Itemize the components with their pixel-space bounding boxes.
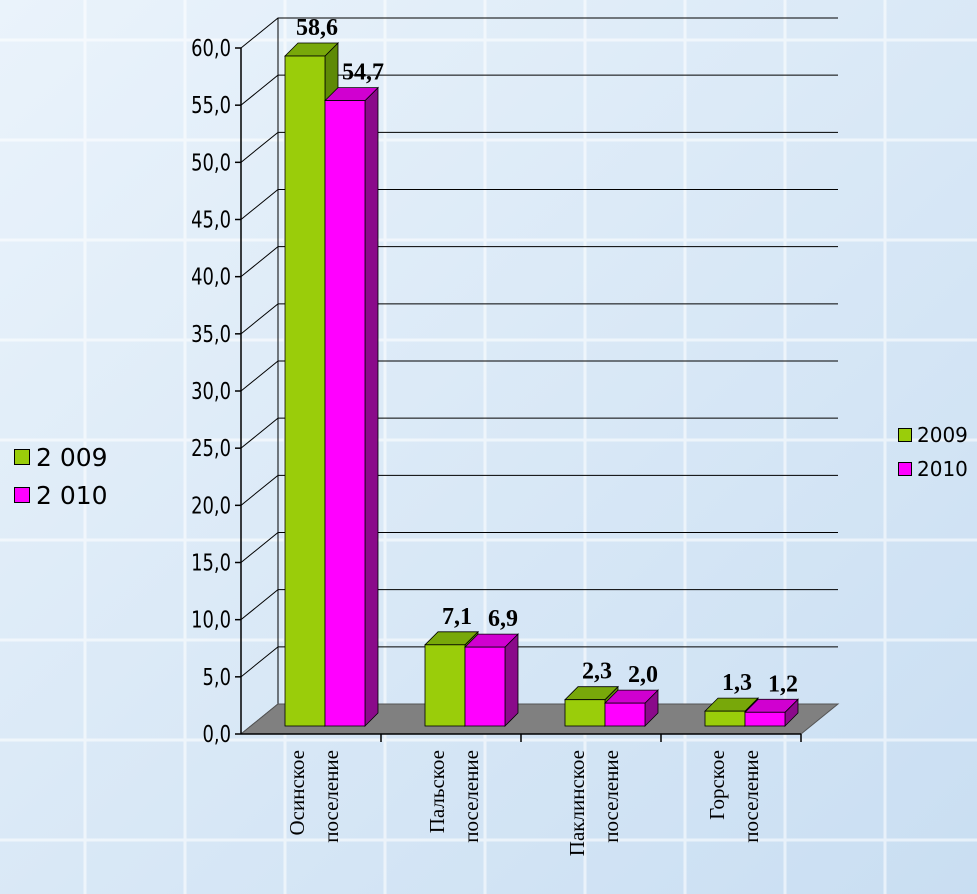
category-label: поселение xyxy=(319,750,343,843)
legend-swatch-2009 xyxy=(14,449,30,465)
y-tick-label: 40,0 xyxy=(191,263,231,290)
category-label: поселение xyxy=(599,750,623,843)
y-tick-label: 15,0 xyxy=(191,549,231,576)
category-label: поселение xyxy=(459,750,483,843)
bar xyxy=(284,55,326,727)
legend-swatch-2010-right xyxy=(898,462,912,476)
bar-side xyxy=(364,86,379,727)
y-tick-label: 10,0 xyxy=(191,606,231,633)
category-label: Осинское xyxy=(285,750,309,836)
y-tick-label: 20,0 xyxy=(191,492,231,519)
category-label: Паклинское xyxy=(565,750,589,856)
legend-swatch-2010 xyxy=(14,487,30,503)
y-tick-label: 50,0 xyxy=(191,149,231,176)
legend-item-2010-right: 2010 xyxy=(898,452,968,486)
legend-label-2010: 2 010 xyxy=(36,480,108,510)
y-tick-label: 5,0 xyxy=(202,664,231,691)
y-tick-label: 0,0 xyxy=(202,721,231,748)
legend-item-2010: 2 010 xyxy=(14,476,108,514)
data-label: 58,6 xyxy=(296,15,338,41)
bar xyxy=(324,100,366,727)
data-label: 2,0 xyxy=(628,662,658,688)
category-label: Пальское xyxy=(425,750,449,833)
y-tick-label: 25,0 xyxy=(191,435,231,462)
bar xyxy=(604,702,646,727)
y-tick-label: 30,0 xyxy=(191,378,231,405)
data-label: 6,9 xyxy=(488,606,518,632)
legend-item-2009-right: 2009 xyxy=(898,418,968,452)
legend-label-2010-right: 2010 xyxy=(917,457,968,481)
category-label: поселение xyxy=(739,750,763,843)
legend-label-2009: 2 009 xyxy=(36,442,108,472)
legend-right: 2009 2010 xyxy=(898,418,968,486)
data-label: 1,2 xyxy=(768,671,798,697)
y-tick-label: 35,0 xyxy=(191,321,231,348)
legend-label-2009-right: 2009 xyxy=(917,423,968,447)
data-label: 7,1 xyxy=(442,604,472,630)
bar xyxy=(424,644,466,727)
y-tick-label: 60,0 xyxy=(191,35,231,62)
category-label: Горское xyxy=(705,750,729,820)
legend-item-2009: 2 009 xyxy=(14,438,108,476)
legend-left: 2 009 2 010 xyxy=(14,438,108,514)
data-label: 54,7 xyxy=(342,60,384,86)
bar xyxy=(564,699,606,727)
data-label: 1,3 xyxy=(722,670,752,696)
legend-swatch-2009-right xyxy=(898,428,912,442)
y-tick-label: 55,0 xyxy=(191,92,231,119)
y-tick-label: 45,0 xyxy=(191,206,231,233)
bar-side xyxy=(504,633,519,727)
data-label: 2,3 xyxy=(582,659,612,685)
bar xyxy=(464,646,506,727)
bar xyxy=(704,710,746,727)
bar xyxy=(744,711,786,727)
